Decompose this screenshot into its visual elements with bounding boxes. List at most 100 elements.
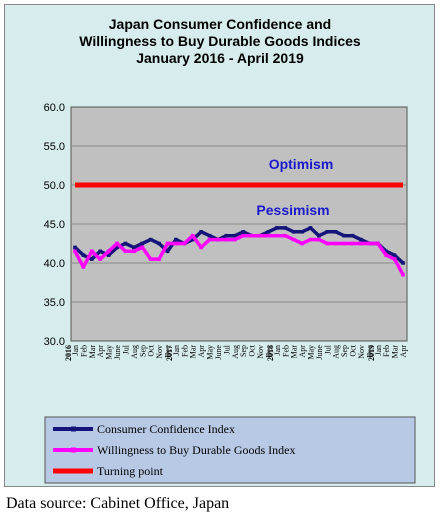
chart-frame: Japan Consumer Confidence and Willingness… <box>4 4 435 487</box>
series-1-point <box>165 249 170 254</box>
series-2-point <box>342 241 346 246</box>
x-tick-label: June <box>113 345 122 360</box>
legend-marker <box>71 426 76 432</box>
x-tick-label: May <box>105 345 114 360</box>
y-tick-label: 35.0 <box>44 297 65 309</box>
legend <box>44 416 416 484</box>
x-tick-label: Mar <box>88 345 97 359</box>
series-line-2 <box>73 233 405 276</box>
x-tick-label: Nov <box>256 345 265 359</box>
series-1-point <box>106 253 111 257</box>
series-1-point <box>291 230 296 234</box>
x-tick-label: Aug <box>231 345 240 359</box>
x-tick-label: Jan <box>273 345 282 356</box>
legend-label: Consumer Confidence Index <box>97 422 235 436</box>
x-tick-label: Aug <box>332 345 341 359</box>
x-tick-label: Mar <box>391 345 400 359</box>
series-1-point <box>140 241 145 246</box>
x-tick-label: Apr <box>399 345 408 358</box>
series-2-point <box>106 249 111 254</box>
series-2-point <box>359 241 363 246</box>
x-tick-label: Sep <box>239 345 248 357</box>
series-1-point <box>90 257 94 261</box>
series-1-point <box>148 237 153 242</box>
series-2-point <box>182 241 187 246</box>
x-tick-label: Oct <box>147 344 156 356</box>
x-tick-label: Jan <box>172 345 181 356</box>
series-1-point <box>275 226 279 230</box>
x-tick-label: Jul <box>121 344 130 354</box>
series-1-point <box>384 249 388 254</box>
series-2-point <box>73 249 77 254</box>
x-tick-label: Sep <box>340 345 349 357</box>
x-tick-label: Dec <box>365 345 374 358</box>
x-tick-label: Apr <box>197 345 206 358</box>
series-2-point <box>115 241 119 246</box>
legend-label: Turning point <box>97 464 164 478</box>
x-tick-label: Feb <box>281 345 290 357</box>
series-1-point <box>123 241 128 246</box>
series-2-point <box>375 241 380 246</box>
x-tick-label: Feb <box>79 345 88 357</box>
series-2-point <box>300 241 304 246</box>
series-2-point <box>258 233 262 238</box>
series-1-point <box>401 261 405 265</box>
series-2-point <box>165 241 170 246</box>
series-1-point <box>199 230 203 234</box>
series-1-point <box>308 226 313 230</box>
y-tick-label: 55.0 <box>44 141 65 153</box>
x-year-label: 2019 <box>367 345 376 361</box>
x-tick-label: Jan <box>71 345 80 356</box>
series-2-point <box>333 241 338 246</box>
y-tick-label: 50.0 <box>44 180 65 192</box>
x-year-label: 2016 <box>64 345 73 361</box>
series-2-point <box>392 257 397 261</box>
x-tick-label: Dec <box>264 345 273 358</box>
series-1-point <box>73 245 77 250</box>
x-tick-label: Jul <box>222 344 231 354</box>
x-tick-label: Jan <box>374 345 383 356</box>
y-tick-label: 40.0 <box>44 258 65 270</box>
series-1-point <box>81 253 86 257</box>
series-2-point <box>224 237 229 242</box>
x-tick-label: Mar <box>290 345 299 359</box>
series-2-point <box>325 241 330 246</box>
x-tick-label: May <box>206 345 215 360</box>
series-1-point <box>342 233 346 238</box>
series-2-point <box>132 249 136 254</box>
series-2-point <box>157 257 161 261</box>
series-2-point <box>283 233 288 238</box>
series-1-point <box>359 237 363 242</box>
series-1-point <box>157 241 161 246</box>
series-1-point <box>333 230 338 234</box>
series-2-point <box>207 237 212 242</box>
x-tick-label: Feb <box>180 345 189 357</box>
series-1-point <box>190 237 195 242</box>
series-2-point <box>384 253 388 257</box>
series-2-point <box>367 241 372 246</box>
series-1-point <box>207 233 212 238</box>
series-1-point <box>266 230 271 234</box>
x-tick-label: Oct <box>248 344 257 356</box>
series-2-point <box>216 237 220 242</box>
x-year-label: 2018 <box>266 345 275 361</box>
series-1-point <box>325 230 330 234</box>
series-2-point <box>401 272 405 277</box>
series-2-point <box>148 257 153 261</box>
chart-title-line-3: January 2016 - April 2019 <box>136 50 304 66</box>
series-1-point <box>241 230 246 234</box>
annotation-optimism: Optimism <box>269 156 334 172</box>
legend-label: Willingness to Buy Durable Goods Index <box>97 443 296 457</box>
x-tick-label: Feb <box>382 345 391 357</box>
series-2-point <box>190 233 195 238</box>
x-tick-label: June <box>214 345 223 360</box>
x-tick-label: June <box>315 345 324 360</box>
series-2-point <box>81 265 86 269</box>
series-1-point <box>392 253 397 257</box>
data-source: Data source: Cabinet Office, Japan <box>6 495 230 512</box>
series-2-point <box>123 249 128 254</box>
series-2-point <box>275 233 279 238</box>
series-2-point <box>317 237 321 242</box>
x-tick-label: May <box>306 345 315 360</box>
series-1-point <box>283 226 288 230</box>
